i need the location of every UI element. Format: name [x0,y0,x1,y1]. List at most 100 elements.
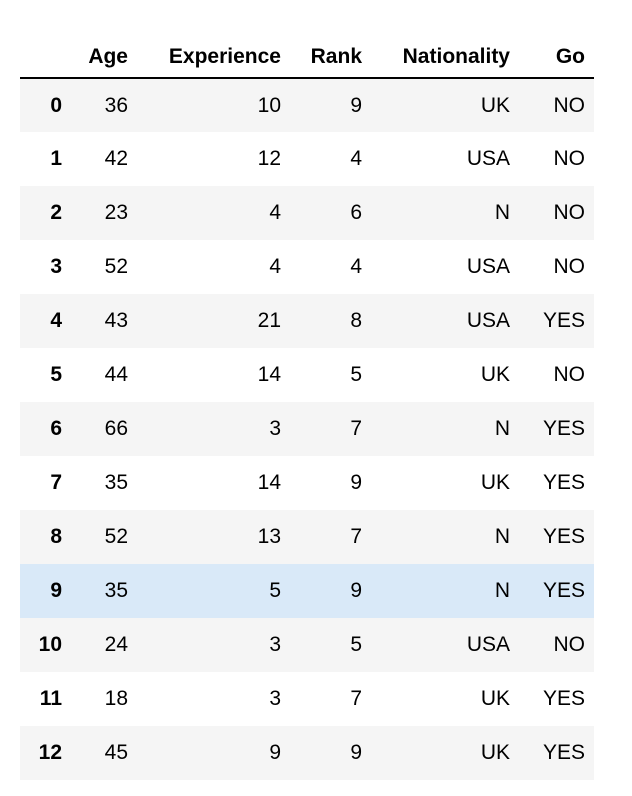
row-index: 2 [50,201,62,224]
row-index: 0 [50,93,62,117]
table-cell: UK [480,93,510,117]
table-cell: YES [542,741,585,764]
table-row: 1 42 12 4 USA NO [20,132,594,186]
dataframe-table: Age Experience Rank Nationality Go 0 36 10 9 UK N… [20,36,594,780]
table-cell: 4 [269,255,281,278]
table-row: 11 18 3 7 UK YES [20,672,594,726]
table-cell: 4 [350,255,362,278]
table-cell: YES [542,417,585,440]
table-cell: 44 [104,363,128,386]
table-cell: 3 [269,687,281,710]
table-cell: 4 [269,201,281,224]
row-index: 10 [38,633,62,656]
table-cell: YES [542,687,585,710]
table-cell: YES [542,471,585,494]
table-row: 8 52 13 7 N YES [20,510,594,564]
table-header: Age Experience Rank Nationality Go [20,36,594,79]
table-cell: UK [480,471,510,494]
table-cell: 24 [104,633,128,656]
table-cell: 43 [104,309,128,332]
row-index: 7 [50,471,62,494]
row-index: 4 [50,309,62,332]
table-cell: 9 [350,579,362,602]
table-cell: 7 [350,687,362,710]
table-cell: UK [480,363,510,386]
row-index: 8 [50,525,62,548]
table-cell: 52 [104,255,128,278]
table-row: 9 35 5 9 N YES [20,564,594,618]
table-row: 12 45 9 9 UK YES [20,726,594,780]
table-cell: 10 [257,93,281,117]
table-cell: 5 [350,633,362,656]
column-header-rank: Rank [290,36,371,79]
row-index: 9 [50,579,62,602]
table-cell: 35 [104,471,128,494]
row-index: 3 [50,255,62,278]
table-row: 6 66 3 7 N YES [20,402,594,456]
column-header-go: Go [519,36,594,79]
table-cell: 36 [104,93,128,117]
table-row: 0 36 10 9 UK NO [20,78,594,132]
table-cell: 66 [104,417,128,440]
table-cell: 3 [269,633,281,656]
header-row: Age Experience Rank Nationality Go [20,36,594,79]
table-cell: YES [542,579,585,602]
table-cell: 9 [350,741,362,764]
table-cell: N [494,525,510,548]
column-header-experience: Experience [137,36,290,79]
table-cell: 5 [350,363,362,386]
table-row: 10 24 3 5 USA NO [20,618,594,672]
row-index: 12 [38,741,62,764]
dataframe-output-area: Age Experience Rank Nationality Go 0 36 10 9 UK N… [20,36,594,780]
table-cell: 14 [257,471,281,494]
table-cell: 8 [350,309,362,332]
table-row: 5 44 14 5 UK NO [20,348,594,402]
table-cell: N [494,417,510,440]
table-cell: NO [553,93,586,117]
table-cell: 9 [350,93,362,117]
table-cell: 52 [104,525,128,548]
table-cell: 18 [104,687,128,710]
table-row: 3 52 4 4 USA NO [20,240,594,294]
table-row: 4 43 21 8 USA YES [20,294,594,348]
table-cell: UK [480,687,510,710]
table-cell: USA [466,147,510,170]
row-index: 5 [50,363,62,386]
table-cell: USA [466,255,510,278]
table-cell: 9 [269,741,281,764]
table-body: 0 36 10 9 UK NO 1 42 12 4 USA NO 2 23 4 6 N NO 3 52 4 4 USA NO 4… [20,78,594,780]
table-cell: 42 [104,147,128,170]
table-cell: 21 [257,309,281,332]
table-cell: NO [553,363,586,386]
table-cell: 13 [257,525,281,548]
table-cell: N [494,579,510,602]
table-cell: 4 [350,147,362,170]
row-index: 1 [50,147,62,170]
table-row: 2 23 4 6 N NO [20,186,594,240]
table-cell: 35 [104,579,128,602]
table-cell: USA [466,309,510,332]
table-cell: 14 [257,363,281,386]
table-cell: N [494,201,510,224]
table-cell: NO [553,201,586,224]
table-cell: USA [466,633,510,656]
table-cell: 9 [350,471,362,494]
row-index: 11 [39,687,62,710]
column-header-nationality: Nationality [371,36,519,79]
table-cell: 5 [269,579,281,602]
table-cell: NO [553,633,586,656]
table-cell: 7 [350,525,362,548]
row-index: 6 [50,417,62,440]
table-cell: 3 [269,417,281,440]
table-cell: 12 [257,147,281,170]
table-cell: 23 [104,201,128,224]
table-cell: YES [542,525,585,548]
table-row: 7 35 14 9 UK YES [20,456,594,510]
column-header-age: Age [71,36,137,79]
table-cell: NO [553,147,586,170]
table-cell: UK [480,741,510,764]
table-cell: 45 [104,741,128,764]
index-corner-cell [20,36,71,79]
table-cell: YES [542,309,585,332]
table-cell: 7 [350,417,362,440]
